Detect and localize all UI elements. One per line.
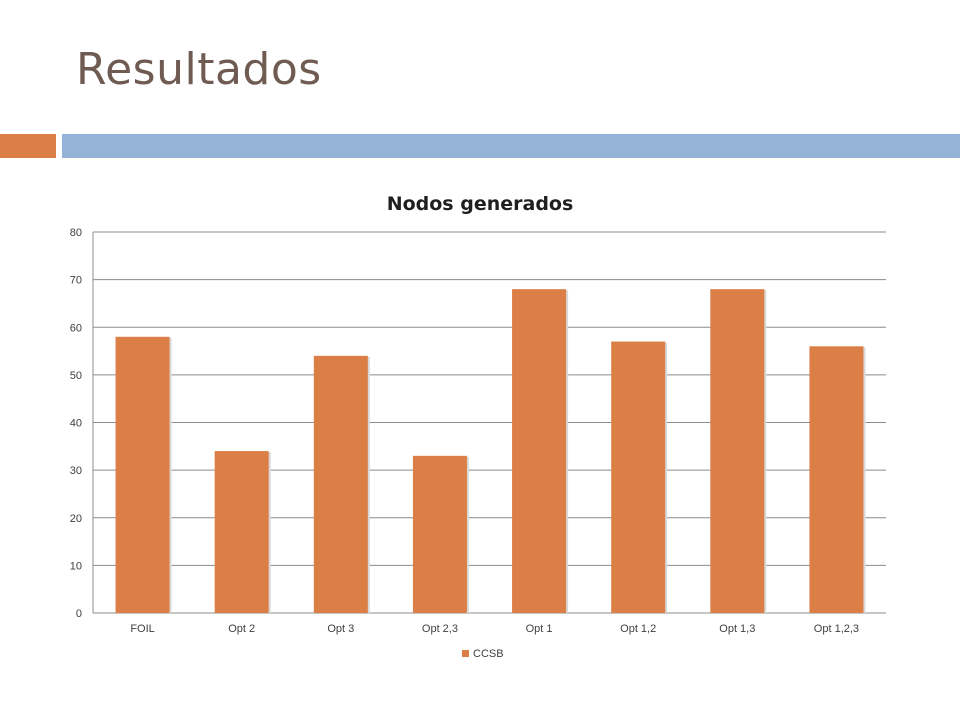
x-tick-label: Opt 1 <box>526 623 553 635</box>
y-tick-label: 80 <box>70 227 82 239</box>
x-tick-label: Opt 1,3 <box>719 623 755 635</box>
y-tick-label: 70 <box>70 275 82 287</box>
x-tick-label: Opt 2,3 <box>422 623 458 635</box>
bar <box>313 355 368 613</box>
y-tick-label: 60 <box>70 322 82 334</box>
x-tick-label: Opt 1,2 <box>620 623 656 635</box>
bars <box>115 289 866 613</box>
legend: CCSB <box>462 648 504 660</box>
x-tick-label: Opt 3 <box>327 623 354 635</box>
slide-title: Resultados <box>76 44 322 95</box>
bar <box>115 336 170 613</box>
accent-bar-orange <box>0 134 56 158</box>
x-tick-label: FOIL <box>130 623 154 635</box>
y-tick-label: 0 <box>76 608 82 620</box>
y-tick-label: 20 <box>70 513 82 525</box>
y-tick-label: 50 <box>70 370 82 382</box>
bar <box>809 346 864 613</box>
gridlines <box>92 231 886 614</box>
chart-title: Nodos generados <box>387 193 574 215</box>
y-tick-label: 40 <box>70 418 82 430</box>
bar <box>412 455 467 613</box>
y-axis-ticks: 0 10 20 30 40 50 60 70 80 <box>70 227 82 620</box>
y-tick-label: 30 <box>70 465 82 477</box>
y-tick-label: 10 <box>70 560 82 572</box>
bar <box>214 451 269 613</box>
x-tick-label: Opt 1,2,3 <box>814 623 859 635</box>
bar <box>611 341 666 613</box>
bar <box>512 289 567 613</box>
legend-label-ccsb: CCSB <box>473 648 504 660</box>
bar <box>710 289 765 613</box>
legend-swatch-ccsb <box>462 650 469 657</box>
accent-bar-blue <box>62 134 960 158</box>
x-tick-label: Opt 2 <box>228 623 255 635</box>
x-axis-ticks: FOIL Opt 2 Opt 3 Opt 2,3 Opt 1 Opt 1,2 Opt 1,3… <box>130 623 859 635</box>
